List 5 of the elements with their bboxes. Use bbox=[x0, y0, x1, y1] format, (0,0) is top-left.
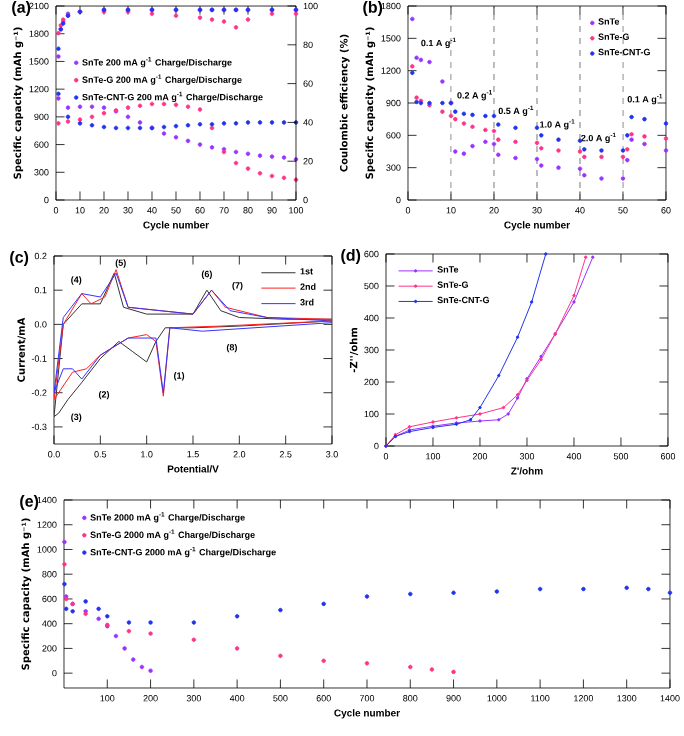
chart-title: (c) bbox=[10, 251, 29, 266]
chart-title: (d) bbox=[341, 249, 361, 264]
chart-title: (e) bbox=[20, 495, 39, 510]
chart-title: (b) bbox=[363, 1, 383, 16]
chart-title: (a) bbox=[12, 1, 31, 16]
